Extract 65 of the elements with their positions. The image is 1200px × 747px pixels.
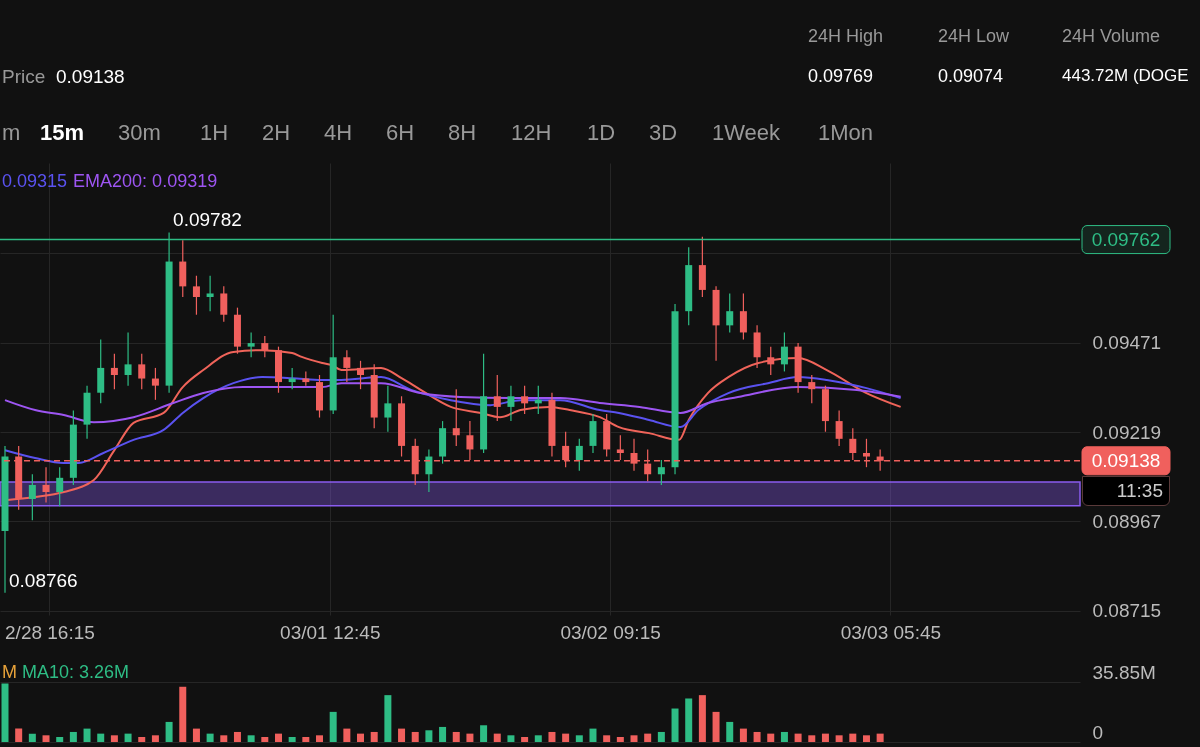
candlestick: [575, 438, 583, 472]
candlestick: [849, 427, 857, 461]
candlestick: [657, 459, 665, 486]
candlestick: [521, 385, 529, 415]
text: 1H: [200, 120, 229, 146]
y-tick-label: 0.09219: [1092, 421, 1162, 443]
text: 1Mon: [818, 120, 874, 146]
annotation: 0.08766: [9, 569, 78, 591]
candlestick: [206, 275, 214, 312]
text: 24H High: [808, 26, 884, 47]
text: 11:35: [1082, 476, 1170, 506]
text: 24H Low: [938, 26, 1010, 47]
text: 6H: [386, 120, 415, 146]
y-tick-label: 35.85M: [1092, 661, 1156, 683]
candlestick: [726, 292, 734, 334]
text: m: [2, 120, 21, 146]
text: 0.09138: [56, 66, 125, 88]
y-tick-label: 0.08967: [1092, 510, 1162, 532]
candlestick: [507, 385, 515, 422]
text: 8H: [448, 120, 477, 146]
text: 2H: [262, 120, 291, 146]
text: M: [2, 662, 17, 683]
candlestick: [220, 285, 228, 323]
text: MA10: 3.26M: [22, 662, 130, 683]
text: 0.09074: [938, 66, 1004, 87]
candlestick: [493, 374, 501, 422]
text: 30m: [118, 120, 161, 146]
y-tick-label: 0.08715: [1092, 600, 1162, 622]
text: Price: [2, 66, 46, 88]
text: 15m: [40, 120, 85, 146]
x-tick-label: 03/02 09:15: [560, 621, 661, 643]
annotation: 0.09782: [173, 209, 242, 231]
y-tick-label: 0: [1092, 721, 1104, 743]
text: 24H Volume: [1062, 26, 1161, 47]
text: 4H: [324, 120, 353, 146]
x-tick-label: 03/03 05:45: [840, 621, 942, 643]
candlestick: [808, 374, 816, 404]
text: 12H: [511, 120, 552, 146]
candlestick: [192, 275, 200, 316]
candlestick: [452, 388, 460, 447]
candlestick: [835, 409, 843, 447]
text: 1D: [587, 120, 616, 146]
text: 3D: [649, 120, 678, 146]
text: 1Week: [712, 120, 781, 146]
candlestick: [124, 331, 132, 387]
candlestick: [138, 353, 146, 390]
candlestick: [110, 353, 118, 390]
text: 443.72M (DOGE: [1062, 66, 1189, 86]
candlestick: [151, 367, 159, 401]
candlestick: [247, 331, 255, 358]
candlestick: [28, 473, 36, 521]
y-tick-label: 0.09471: [1092, 332, 1162, 354]
candlestick: [384, 385, 392, 433]
text: 0.09315: [2, 171, 68, 191]
candlestick: [56, 466, 64, 507]
x-tick-label: 2/28 16:15: [5, 621, 95, 643]
candlestick: [357, 360, 365, 390]
x-tick-label: 03/01 12:45: [280, 621, 381, 643]
candlestick: [780, 331, 788, 373]
text: 0.09769: [808, 66, 874, 87]
ref-line-label: 0.09762: [1091, 228, 1161, 250]
candlestick: [739, 292, 747, 341]
text: EMA200: 0.09319: [73, 171, 218, 191]
candlestick: [616, 434, 624, 461]
ref-line-label: 0.09138: [1091, 449, 1161, 471]
